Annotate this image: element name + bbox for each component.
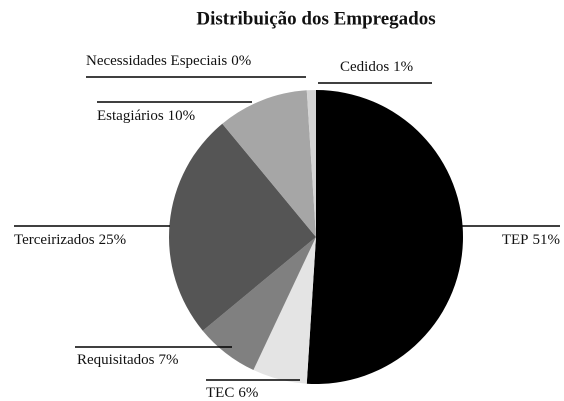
category-label: TEP [502, 232, 529, 248]
slice-label: Terceirizados 25% [14, 232, 126, 248]
category-label: Cedidos [340, 59, 389, 75]
value-label: 7% [159, 352, 179, 368]
pie-slice [253, 237, 316, 384]
slice-label: TEP 51% [502, 232, 560, 248]
pie-slice [169, 123, 316, 331]
category-label: TEC [206, 385, 234, 401]
value-label: 10% [168, 108, 196, 124]
category-label: Requisitados [77, 352, 155, 368]
pie-slice [202, 237, 316, 371]
value-label: 0% [231, 53, 251, 69]
pie-slice [306, 90, 316, 237]
slice-label: Requisitados 7% [77, 352, 179, 368]
pie-slice [222, 90, 316, 237]
category-label: Estagiários [97, 108, 164, 124]
slice-label: Estagiários 10% [97, 108, 195, 124]
pie-slice [306, 90, 463, 384]
value-label: 1% [393, 59, 413, 75]
slice-label: Cedidos 1% [340, 59, 413, 75]
chart-title: Distribuição dos Empregados [196, 8, 435, 29]
slice-label: TEC 6% [206, 385, 258, 401]
slice-label: Necessidades Especiais 0% [86, 53, 251, 69]
value-label: 51% [533, 232, 561, 248]
category-label: Necessidades Especiais [86, 53, 227, 69]
value-label: 6% [238, 385, 258, 401]
value-label: 25% [99, 232, 127, 248]
category-label: Terceirizados [14, 232, 95, 248]
